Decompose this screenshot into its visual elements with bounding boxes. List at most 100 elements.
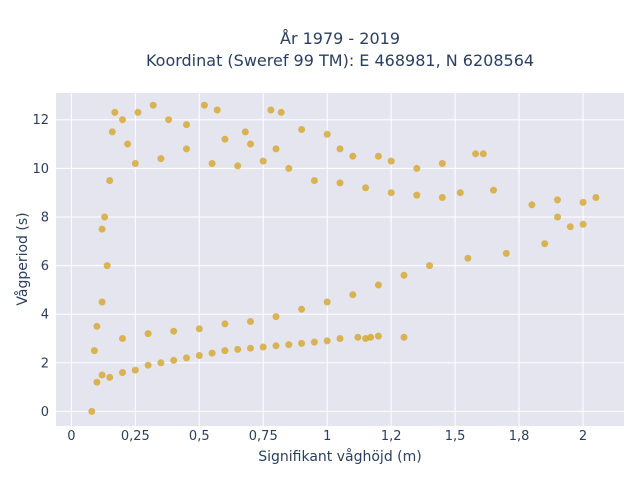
data-point (221, 135, 229, 143)
data-point (195, 352, 203, 359)
data-point (131, 160, 139, 167)
data-point (472, 150, 480, 158)
data-point (259, 343, 267, 351)
data-point (438, 194, 446, 201)
data-point (387, 189, 395, 197)
data-point (144, 361, 152, 369)
data-point (234, 345, 242, 353)
y-tick-label: 6 (41, 259, 49, 274)
data-point (272, 145, 280, 153)
data-point (103, 262, 111, 270)
data-point (336, 179, 344, 187)
data-point (170, 327, 178, 335)
data-point (349, 152, 357, 160)
data-point (195, 325, 203, 333)
data-point (165, 116, 173, 124)
data-point (479, 150, 487, 158)
data-point (241, 128, 249, 136)
data-point (554, 196, 561, 204)
data-point (234, 162, 242, 170)
data-point (183, 145, 190, 153)
data-point (349, 291, 357, 299)
data-point (170, 356, 178, 364)
y-tick-label: 0 (41, 405, 49, 420)
data-point (200, 101, 208, 109)
data-point (285, 164, 293, 172)
data-point (111, 108, 119, 116)
x-tick-label: 2 (579, 429, 587, 444)
data-point (124, 140, 132, 148)
data-point (579, 220, 587, 228)
data-point (298, 126, 306, 133)
data-point (93, 322, 101, 330)
data-point (272, 313, 280, 321)
data-point (98, 225, 106, 233)
data-point (98, 371, 106, 379)
data-point (362, 184, 370, 192)
data-point (157, 155, 165, 163)
data-point (183, 121, 190, 129)
data-point (362, 335, 370, 342)
data-point (157, 359, 165, 367)
data-point (119, 369, 126, 376)
data-point (213, 106, 221, 114)
data-point (208, 160, 216, 167)
data-point (374, 152, 382, 160)
y-tick-label: 12 (32, 113, 49, 128)
data-point (221, 320, 229, 328)
data-point (108, 128, 116, 136)
data-point (310, 177, 318, 184)
data-point (90, 347, 98, 355)
data-point (323, 298, 331, 306)
x-axis-title: Signifikant våghöjd (m) (258, 448, 421, 465)
data-point (374, 332, 382, 340)
data-point (247, 140, 254, 148)
data-point (106, 373, 114, 381)
data-point (285, 341, 293, 349)
data-point (490, 186, 497, 194)
data-point (413, 164, 421, 172)
data-point (592, 194, 600, 201)
data-point (134, 108, 142, 116)
x-tick-label: 0 (67, 429, 75, 444)
data-point (247, 318, 254, 325)
data-point (88, 407, 96, 415)
chart-title-line2: Koordinat (Sweref 99 TM): E 468981, N 62… (146, 51, 534, 70)
x-tick-label: 1,8 (509, 429, 530, 444)
x-tick-label: 1,5 (445, 429, 466, 444)
data-point (354, 333, 362, 341)
data-point (208, 349, 216, 357)
data-point (272, 342, 280, 350)
data-point (374, 281, 382, 289)
data-point (183, 354, 190, 362)
data-point (336, 335, 344, 342)
data-point (336, 145, 344, 153)
data-point (267, 106, 275, 114)
data-point (426, 262, 433, 270)
data-point (400, 271, 408, 279)
plot-area (56, 93, 624, 426)
data-point (106, 177, 114, 184)
data-point (119, 116, 126, 124)
data-point (400, 333, 408, 341)
data-point (298, 305, 306, 313)
x-tick-label: 0,25 (121, 429, 150, 444)
data-point (131, 366, 139, 374)
x-tick-label: 0,5 (189, 429, 210, 444)
y-tick-label: 8 (41, 210, 49, 225)
x-tick-label: 1 (323, 429, 331, 444)
data-point (247, 344, 254, 352)
data-point (413, 191, 421, 199)
data-point (277, 108, 285, 116)
data-point (554, 213, 561, 221)
y-axis-title: Vågperiod (s) (14, 212, 31, 305)
data-point (119, 335, 126, 342)
data-point (502, 249, 510, 257)
data-point (323, 130, 331, 138)
y-tick-label: 4 (41, 308, 49, 323)
data-point (387, 157, 395, 165)
data-point (528, 201, 536, 209)
data-point (101, 213, 109, 221)
data-point (298, 339, 306, 347)
